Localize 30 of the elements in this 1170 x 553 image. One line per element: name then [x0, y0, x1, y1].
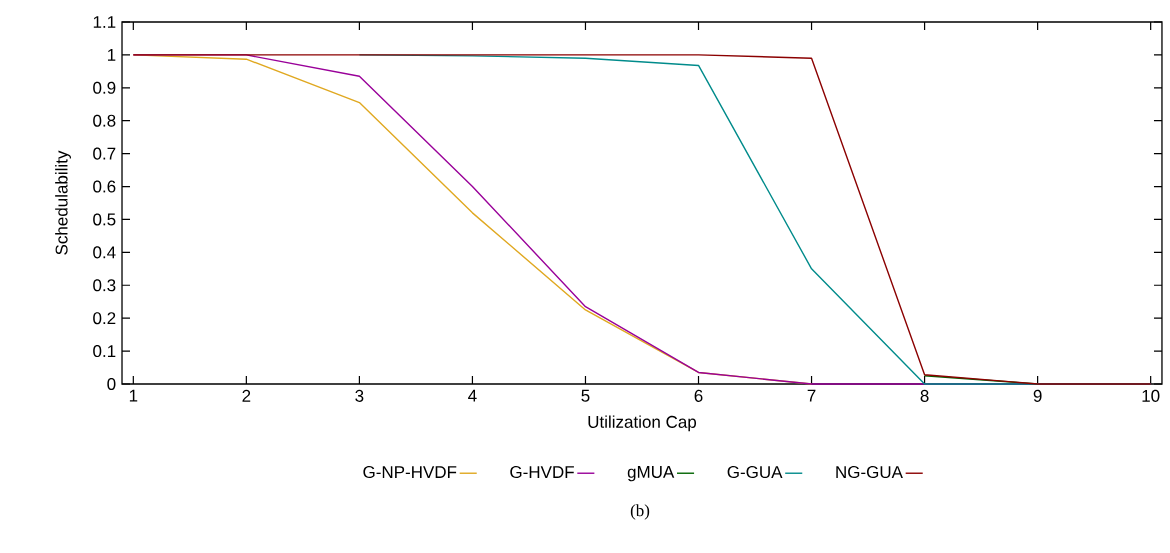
y-axis-title: Schedulability — [55, 150, 71, 255]
x-axis-title: Utilization Cap — [588, 415, 697, 432]
y-tick-label: 0.8 — [93, 114, 116, 127]
y-tick-label: 0.5 — [93, 213, 116, 226]
x-tick-label: 5 — [581, 389, 590, 402]
legend-label: G-HVDF — [510, 466, 574, 479]
x-tick-label: 9 — [1033, 389, 1042, 402]
y-tick-label: 0.4 — [93, 246, 116, 259]
x-tick-label: 3 — [355, 389, 364, 402]
y-tick-label: 0.1 — [93, 345, 116, 358]
legend-label: gMUA — [627, 466, 675, 482]
x-tick-label: 6 — [694, 389, 703, 402]
legend-label: NG-GUA — [836, 466, 903, 479]
text: (b) — [630, 504, 650, 520]
y-tick-label: 0.3 — [93, 279, 116, 292]
y-tick-label: 0.7 — [93, 147, 116, 160]
x-tick-label: 1 — [129, 389, 138, 402]
x-tick-label: 4 — [468, 389, 477, 402]
y-tick-label: 0.9 — [93, 81, 116, 94]
y-tick-label: 0.6 — [93, 180, 116, 193]
x-tick-label: 8 — [920, 389, 929, 402]
x-tick-label: 7 — [807, 389, 816, 402]
x-tick-label: 10 — [1142, 389, 1160, 402]
x-tick-label: 2 — [242, 389, 251, 402]
legend-label: G-NP-HVDF — [363, 466, 457, 479]
legend-label: G-GUA — [727, 466, 783, 479]
y-tick-label: 1.1 — [93, 16, 116, 28]
y-tick-label: 0 — [107, 377, 116, 391]
y-tick-label: 0.2 — [93, 312, 116, 325]
y-tick-label: 1 — [107, 49, 116, 61]
